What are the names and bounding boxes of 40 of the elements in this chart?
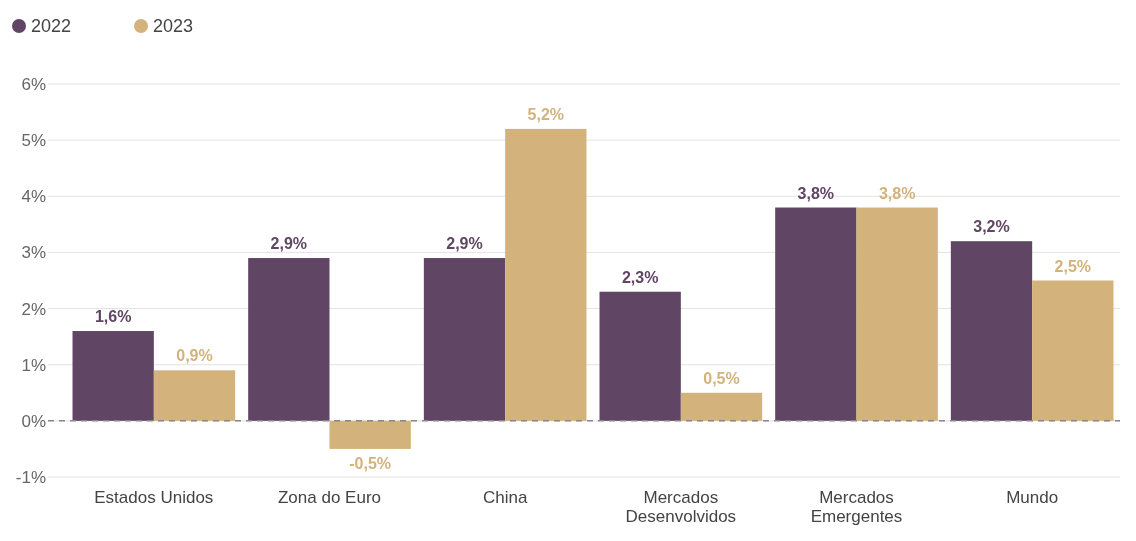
y-tick-label: 5% [21, 131, 46, 151]
x-tick-label: Zona do Euro [277, 488, 382, 507]
bar [856, 207, 938, 421]
y-tick-label: 4% [21, 187, 46, 207]
data-label: 3,2% [973, 218, 1010, 236]
bar [505, 128, 587, 421]
legend-label: 2023 [153, 16, 194, 37]
bar [423, 258, 506, 421]
data-label: 2,9% [270, 235, 308, 253]
bar [950, 241, 1033, 421]
y-tick-label: -1% [15, 467, 46, 487]
bar [248, 258, 330, 421]
bar [153, 370, 236, 421]
y-tick-label: 6% [21, 74, 46, 94]
bar [72, 331, 154, 421]
x-tick-label: Mercados Desenvolvidos [625, 488, 737, 526]
data-label: -0,5% [349, 454, 392, 472]
data-label: 0,5% [703, 369, 740, 387]
y-tick-label: 1% [21, 355, 46, 375]
x-tick-label: China [482, 488, 528, 507]
data-label: 5,2% [527, 105, 565, 123]
bar [680, 392, 763, 421]
data-label: 3,8% [878, 184, 916, 202]
data-label: 2,3% [621, 268, 659, 286]
data-label: 1,6% [94, 308, 132, 326]
bar [599, 291, 681, 421]
y-tick-label: 0% [21, 411, 46, 431]
bar [775, 207, 857, 421]
data-label: 0,9% [176, 347, 213, 365]
bar [329, 420, 411, 449]
data-label: 3,8% [797, 184, 835, 202]
x-tick-label: Estados Unidos [94, 488, 214, 507]
x-tick-label: Mundo [1006, 488, 1059, 507]
x-tick-label: Mercados Emergentes [810, 488, 903, 526]
bar [1032, 280, 1114, 421]
legend-label: 2022 [31, 16, 72, 37]
data-label: 2,9% [446, 235, 483, 253]
data-label: 2,5% [1054, 257, 1092, 275]
y-tick-label: 2% [21, 299, 46, 319]
y-tick-label: 3% [21, 243, 46, 263]
